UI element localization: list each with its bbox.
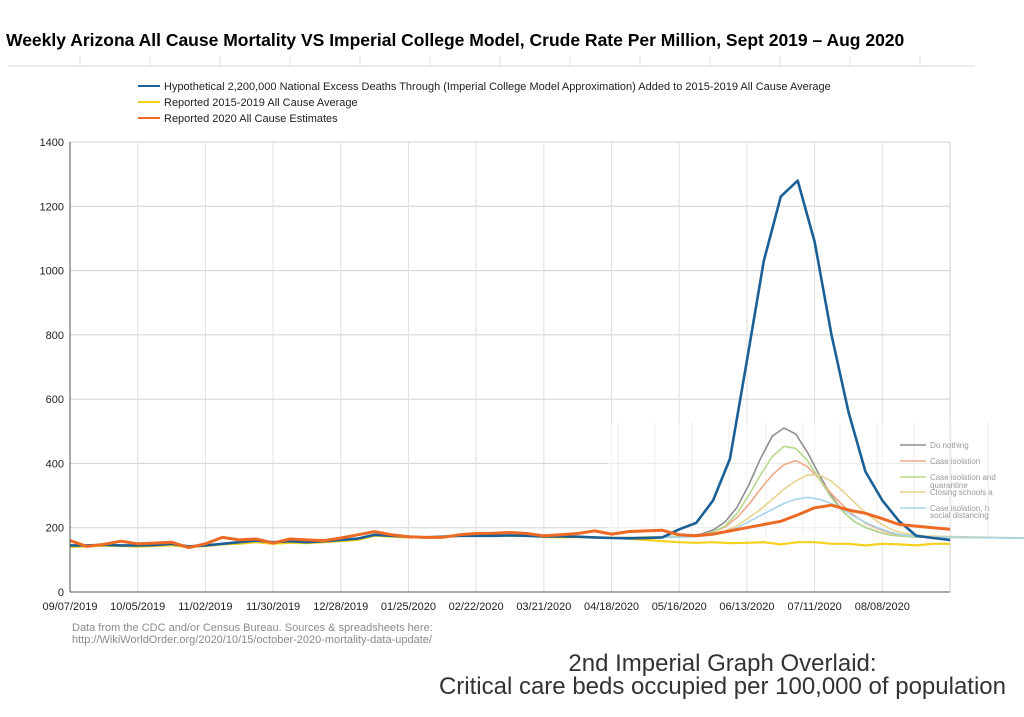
y-tick-label: 400 (46, 458, 64, 470)
overlay-legend-label: Closing schools a (930, 488, 993, 497)
x-tick-label: 05/16/2020 (652, 601, 707, 613)
legend: Hypothetical 2,200,000 National Excess D… (138, 81, 831, 125)
footnote-line-2[interactable]: http://WikiWorldOrder.org/2020/10/15/oct… (72, 634, 432, 646)
plot-grid (69, 141, 951, 593)
footnote-line-1: Data from the CDC and/or Census Bureau. … (72, 622, 433, 634)
overlay-caption-line-2: Critical care beds occupied per 100,000 … (438, 673, 1006, 700)
source-footnote: Data from the CDC and/or Census Bureau. … (72, 622, 433, 646)
x-tick-label: 12/28/2019 (313, 601, 368, 613)
x-tick-label: 07/11/2020 (787, 601, 841, 613)
overlay-graph: Do nothing Case isolation Case isolation a… (607, 422, 1024, 539)
x-tick-label: 10/05/2019 (110, 601, 165, 613)
legend-label: Reported 2015-2019 All Cause Average (164, 97, 358, 109)
overlay-legend-label: social distancing (930, 511, 989, 520)
overlay-caption: 2nd Imperial Graph Overlaid: Critical ca… (438, 650, 1006, 700)
overlay-legend-label: Do nothing (930, 441, 969, 450)
x-tick-label: 04/18/2020 (584, 601, 639, 613)
x-tick-label: 03/21/2020 (516, 601, 571, 613)
x-tick-label: 06/13/2020 (719, 601, 774, 613)
y-tick-label: 600 (46, 394, 64, 406)
axes: 0 200 400 600 800 1000 1200 1400 09/07/2019 10/05… (40, 137, 950, 613)
overlay-legend-label: Case isolation (930, 457, 980, 466)
overlay-panel (608, 422, 1024, 538)
overlay-series-line (607, 445, 1024, 539)
series-lines (69, 179, 951, 550)
y-tick-label: 1000 (40, 266, 64, 278)
overlay-legend-label: quarantine (930, 481, 968, 490)
x-tick-label: 09/07/2019 (42, 601, 97, 613)
x-tick-label: 01/25/2020 (381, 601, 436, 613)
x-tick-label: 11/30/2019 (246, 601, 300, 613)
series-line (69, 503, 951, 550)
chart-title: Weekly Arizona All Cause Mortality VS Im… (6, 30, 905, 50)
legend-label: Reported 2020 All Cause Estimates (164, 113, 338, 125)
y-tick-label: 1400 (40, 137, 64, 149)
title-underline-grid (8, 56, 975, 67)
overlay-legend-label: Case isolation and (930, 473, 996, 482)
overlay-caption-line-1: 2nd Imperial Graph Overlaid: (568, 650, 877, 677)
x-tick-label: 11/02/2019 (178, 601, 232, 613)
overlay-legend-label: Case isolation, h (930, 504, 989, 513)
x-tick-label: 08/08/2020 (855, 601, 910, 613)
y-tick-label: 800 (46, 330, 64, 342)
series-line (70, 179, 951, 548)
y-tick-label: 0 (58, 587, 64, 599)
y-tick-label: 200 (46, 523, 64, 535)
y-tick-label: 1200 (40, 201, 64, 213)
legend-label: Hypothetical 2,200,000 National Excess D… (164, 81, 831, 93)
x-tick-label: 02/22/2020 (449, 601, 504, 613)
